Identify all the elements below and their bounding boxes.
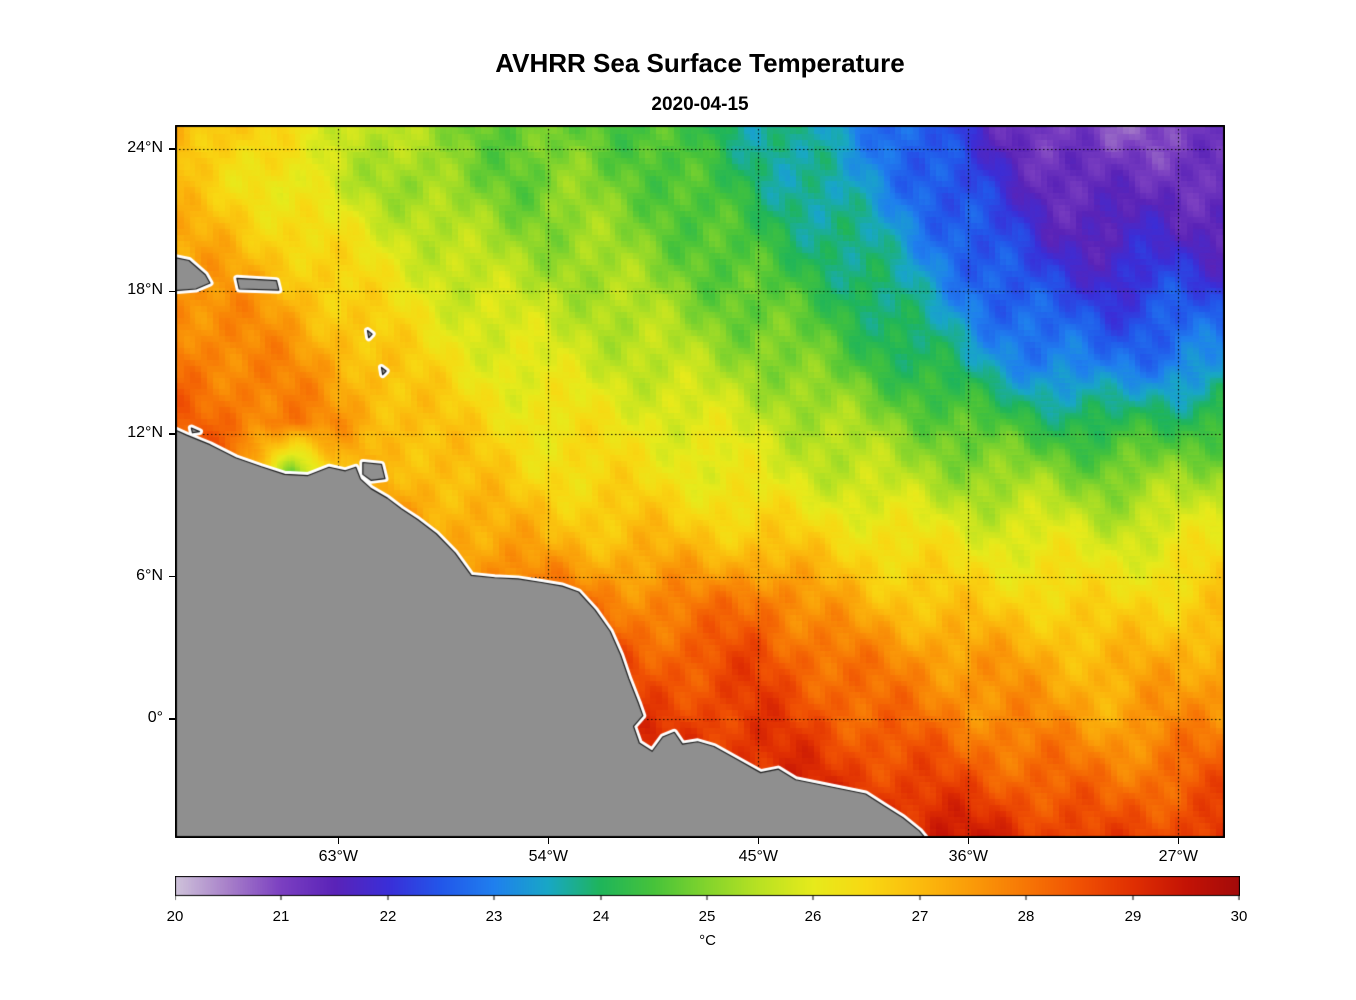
y-tick-mark <box>169 718 175 720</box>
colorbar-tick-label: 26 <box>804 908 822 925</box>
y-tick-label: 12°N <box>127 423 163 441</box>
colorbar-canvas <box>175 876 1240 902</box>
x-tick-mark <box>337 838 340 844</box>
x-tick-label: 27°W <box>1158 848 1198 865</box>
sst-map-canvas <box>175 125 1225 838</box>
x-tick-label: 54°W <box>528 848 568 865</box>
y-tick-mark <box>169 290 175 293</box>
y-tick-label: 6°N <box>136 566 163 584</box>
colorbar-tick-label: 28 <box>1017 908 1035 925</box>
colorbar-tick-label: 20 <box>166 908 184 925</box>
colorbar-tick-label: 22 <box>379 908 397 925</box>
x-tick-label: 36°W <box>948 848 988 865</box>
y-tick-mark <box>169 575 175 578</box>
chart-subtitle: 2020-04-15 <box>651 94 749 115</box>
x-tick-label: 45°W <box>738 848 778 865</box>
y-tick-label: 0° <box>147 709 163 727</box>
x-tick-mark <box>547 838 550 844</box>
colorbar-tick-label: 30 <box>1230 908 1248 925</box>
colorbar-tick-label: 29 <box>1124 908 1142 925</box>
y-tick-mark <box>169 433 175 435</box>
x-tick-mark <box>1177 838 1180 844</box>
colorbar-tick-label: 27 <box>911 908 929 925</box>
colorbar-tick-label: 21 <box>272 908 290 925</box>
y-tick-mark <box>169 148 175 150</box>
colorbar-tick-label: 23 <box>485 908 503 925</box>
colorbar-tick-label: 24 <box>592 908 610 925</box>
chart-title: AVHRR Sea Surface Temperature <box>495 48 905 78</box>
x-tick-mark <box>967 838 970 844</box>
y-tick-label: 24°N <box>127 138 163 156</box>
colorbar-unit-label: °C <box>699 932 716 949</box>
x-tick-label: 63°W <box>318 848 358 865</box>
colorbar-tick-label: 25 <box>698 908 716 925</box>
y-tick-label: 18°N <box>127 281 163 299</box>
x-tick-mark <box>757 838 760 844</box>
